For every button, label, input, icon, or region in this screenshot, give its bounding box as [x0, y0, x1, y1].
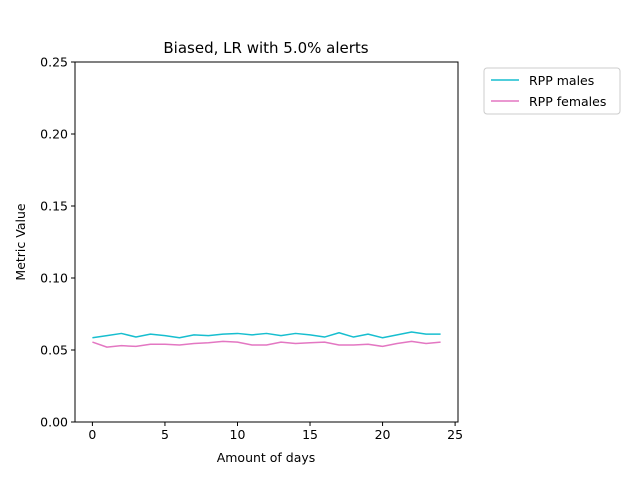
y-tick-label: 0.05: [40, 343, 68, 358]
x-tick-label: 0: [88, 427, 96, 442]
x-tick-label: 5: [161, 427, 169, 442]
x-tick-label: 10: [230, 427, 246, 442]
y-axis-label: Metric Value: [13, 203, 28, 280]
series-line-rpp-males: [92, 331, 441, 339]
x-tick-label: 15: [302, 427, 318, 442]
chart-title: Biased, LR with 5.0% alerts: [163, 39, 368, 57]
legend-label-rpp-females: RPP females: [529, 94, 606, 109]
x-tick-label: 25: [447, 427, 463, 442]
plot-frame: [74, 61, 459, 423]
y-tick-label: 0.00: [40, 415, 68, 430]
plot-lines: [92, 331, 441, 348]
x-tick-label: 20: [375, 427, 391, 442]
series-line-rpp-females: [92, 340, 441, 348]
legend-label-rpp-males: RPP males: [529, 73, 594, 88]
y-tick-label: 0.10: [40, 271, 68, 286]
x-axis-ticks: 0 5 10 15 20 25: [88, 422, 463, 442]
y-tick-label: 0.25: [40, 55, 68, 70]
y-tick-label: 0.15: [40, 199, 68, 214]
y-tick-label: 0.20: [40, 127, 68, 142]
x-axis-label: Amount of days: [217, 450, 316, 465]
legend: RPP males RPP females: [483, 67, 621, 115]
y-axis-ticks: 0.00 0.05 0.10 0.15 0.20 0.25: [40, 55, 75, 430]
